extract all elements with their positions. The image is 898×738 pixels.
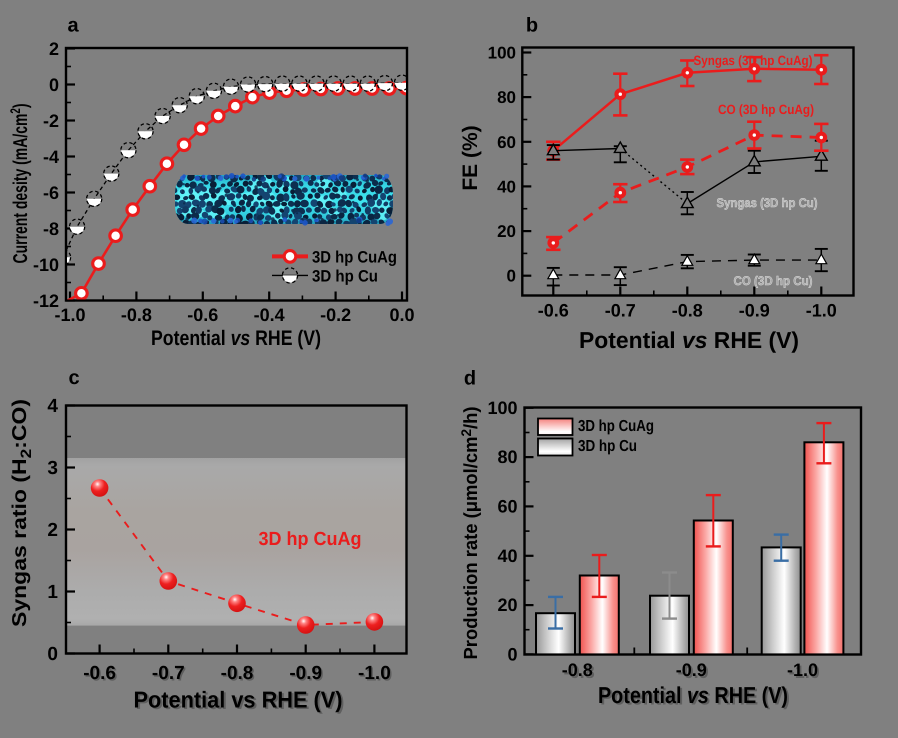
svg-text:0.0: 0.0 <box>389 305 414 325</box>
svg-text:-0.2: -0.2 <box>320 305 351 325</box>
svg-text:-0.8: -0.8 <box>222 665 255 686</box>
svg-text:Potential vs RHE (V): Potential vs RHE (V) <box>151 327 321 350</box>
svg-text:b: b <box>526 15 538 37</box>
svg-text:Potential vs RHE (V): Potential vs RHE (V) <box>579 327 799 353</box>
svg-text:0: 0 <box>507 267 516 286</box>
svg-text:FE (%): FE (%) <box>459 125 482 190</box>
svg-text:-0.9: -0.9 <box>739 301 770 321</box>
svg-text:20: 20 <box>497 222 516 241</box>
svg-text:100: 100 <box>487 398 517 418</box>
svg-text:-4: -4 <box>43 147 59 167</box>
svg-text:-0.7: -0.7 <box>153 665 186 686</box>
svg-text:-0.6: -0.6 <box>538 301 569 321</box>
svg-text:CO (3D hp Cu): CO (3D hp Cu) <box>734 274 813 288</box>
svg-text:-1.0: -1.0 <box>358 663 391 684</box>
svg-text:-8: -8 <box>43 219 59 239</box>
svg-text:3D hp CuAg: 3D hp CuAg <box>578 418 654 435</box>
svg-text:-0.9: -0.9 <box>289 663 322 684</box>
svg-text:80: 80 <box>497 88 516 107</box>
svg-text:0: 0 <box>49 75 59 95</box>
svg-text:-1.0: -1.0 <box>360 665 393 686</box>
svg-text:3D hp CuAg: 3D hp CuAg <box>259 529 362 550</box>
svg-text:-0.4: -0.4 <box>254 305 285 325</box>
svg-text:0: 0 <box>47 644 58 665</box>
svg-text:80: 80 <box>497 447 517 467</box>
svg-text:2: 2 <box>47 520 58 541</box>
svg-text:Syngas (3D hp Cu): Syngas (3D hp Cu) <box>717 196 818 210</box>
svg-text:-6: -6 <box>43 183 59 203</box>
svg-text:-1.0: -1.0 <box>787 660 818 680</box>
svg-text:-1.0: -1.0 <box>54 305 85 325</box>
svg-text:-12: -12 <box>33 291 59 311</box>
svg-text:-0.6: -0.6 <box>85 665 118 686</box>
svg-text:Syngas ratio (H2:CO): Syngas ratio (H2:CO) <box>9 399 35 627</box>
svg-text:Potential vs RHE (V): Potential vs RHE (V) <box>136 688 345 714</box>
svg-text:3D hp Cu: 3D hp Cu <box>578 438 637 455</box>
svg-text:-0.9: -0.9 <box>676 660 707 680</box>
svg-text:3D hp Cu: 3D hp Cu <box>312 268 378 286</box>
svg-text:-0.8: -0.8 <box>121 305 152 325</box>
svg-text:3: 3 <box>47 458 58 479</box>
svg-text:Production rate (μmol/cm2/h): Production rate (μmol/cm2/h) <box>458 407 482 660</box>
svg-text:Potential vs RHE (V): Potential vs RHE (V) <box>600 684 790 710</box>
svg-text:-1.0: -1.0 <box>789 662 820 682</box>
svg-text:CO (3D hp CuAg): CO (3D hp CuAg) <box>718 102 814 117</box>
svg-text:100: 100 <box>488 44 516 63</box>
svg-text:c: c <box>68 367 79 389</box>
svg-text:-0.9: -0.9 <box>678 662 709 682</box>
svg-text:a: a <box>67 15 79 37</box>
svg-text:-2: -2 <box>43 111 59 131</box>
svg-text:d: d <box>464 368 476 390</box>
svg-text:Current desity (mA/cm2): Current desity (mA/cm2) <box>7 103 32 263</box>
svg-text:-0.6: -0.6 <box>187 305 218 325</box>
svg-text:Potential vs RHE (V): Potential vs RHE (V) <box>598 682 788 708</box>
svg-text:-10: -10 <box>33 255 59 275</box>
svg-text:2: 2 <box>49 39 59 59</box>
svg-text:-0.9: -0.9 <box>291 665 324 686</box>
svg-text:Potential vs RHE (V): Potential vs RHE (V) <box>134 687 343 713</box>
svg-text:-0.8: -0.8 <box>564 662 595 682</box>
svg-text:-0.7: -0.7 <box>605 301 636 321</box>
svg-text:60: 60 <box>497 133 516 152</box>
svg-text:20: 20 <box>497 595 517 615</box>
svg-text:40: 40 <box>497 177 516 196</box>
svg-text:-0.7: -0.7 <box>152 663 185 684</box>
svg-text:40: 40 <box>497 546 517 566</box>
svg-text:-0.6: -0.6 <box>83 663 116 684</box>
svg-text:1: 1 <box>47 582 58 603</box>
svg-text:Syngas (3D hp CuAg): Syngas (3D hp CuAg) <box>694 53 813 68</box>
svg-text:-0.8: -0.8 <box>221 663 254 684</box>
svg-text:0: 0 <box>507 644 517 664</box>
svg-text:-0.8: -0.8 <box>562 660 593 680</box>
svg-text:-0.8: -0.8 <box>672 301 703 321</box>
svg-text:3D hp CuAg: 3D hp CuAg <box>312 249 397 267</box>
svg-text:4: 4 <box>47 396 58 417</box>
svg-text:-1.0: -1.0 <box>806 301 837 321</box>
svg-text:60: 60 <box>497 496 517 516</box>
